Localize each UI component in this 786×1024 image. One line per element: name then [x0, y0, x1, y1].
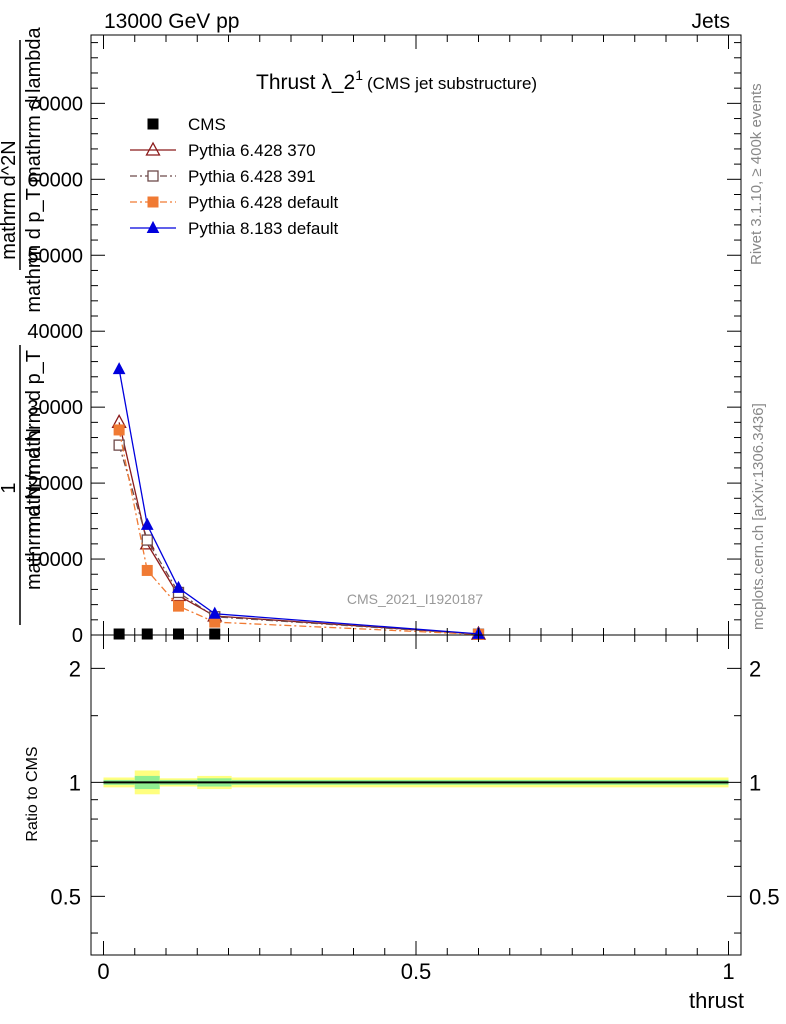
ratio-y-tick-label-right: 2 [749, 656, 761, 681]
data-point-cms [113, 628, 125, 640]
ratio-frame [90, 634, 742, 956]
y-label-denominator: mathrm d N /mathrm d p_T [23, 350, 45, 590]
data-point-p8def [112, 362, 126, 375]
data-point-p6def [173, 600, 184, 612]
x-tick-label: 1 [722, 959, 734, 984]
series-p8def [112, 362, 485, 639]
legend-label-p6def: Pythia 6.428 default [188, 193, 339, 212]
main-y-tick-label: 20000 [27, 473, 83, 495]
ratio-bands [103, 770, 729, 795]
legend-label-p370: Pythia 6.428 370 [188, 141, 316, 160]
legend-entry-p8def: Pythia 8.183 default [130, 219, 339, 238]
data-point-p8def [140, 517, 154, 530]
rivet-label: Rivet 3.1.10, ≥ 400k events [748, 83, 765, 265]
plot-title-main: Thrust λ_2 [256, 71, 355, 94]
main-y-tick-label: 60000 [27, 169, 83, 191]
main-y-tick-label: 70000 [27, 93, 83, 115]
ratio-y-tick-label-left: 1 [69, 770, 81, 795]
legend: CMS Pythia 6.428 370 Pythia 6.428 391 Pythi… [130, 115, 339, 238]
main-y-tick-label: 50000 [27, 245, 83, 267]
data-point-p391 [113, 439, 125, 451]
x-axis-label: thrust [689, 988, 744, 1013]
data-point-p8def [208, 606, 222, 619]
y-label-right-bottom: mathrm d p_T mathrm d lambda [23, 26, 45, 312]
y-label-one: 1 [0, 482, 20, 493]
main-y-axis-label: 1 mathrm d N mathrm d N /mathrm d p_T ma… [0, 26, 45, 625]
data-point-cms [209, 628, 221, 640]
series-p391 [113, 439, 485, 640]
x-tick-label: 0.5 [401, 959, 432, 984]
ratio-y-tick-label-right: 1 [749, 770, 761, 795]
main-y-tick-label: 10000 [27, 549, 83, 571]
legend-label-p391: Pythia 6.428 391 [188, 167, 316, 186]
legend-entry-p370: Pythia 6.428 370 [130, 141, 316, 160]
y-label-right-top: mathrm d^2N [0, 140, 20, 259]
plot-title: Thrust λ_21 (CMS jet substructure) [256, 67, 537, 94]
data-point-cms [141, 628, 153, 640]
plot-title-sup: 1 [355, 67, 363, 83]
legend-entry-cms: CMS [147, 115, 226, 134]
x-tick-label: 0 [97, 959, 109, 984]
ratio-axes: 0.5 0.5 1 1 2 2 0 0.5 1 [50, 634, 780, 984]
main-y-tick-label: 40000 [27, 321, 83, 343]
category-label: Jets [691, 10, 730, 33]
legend-entry-p391: Pythia 6.428 391 [130, 167, 316, 186]
ratio-y-tick-label-left: 2 [69, 656, 81, 681]
data-point-p8def [172, 580, 185, 593]
legend-marker-p391 [147, 170, 159, 182]
ratio-y-tick-label-left: 0.5 [50, 884, 81, 909]
main-axes: 0 10000 20000 30000 40000 50000 60000 70000 [27, 34, 742, 647]
legend-marker-cms [147, 118, 159, 130]
series-p6def [113, 424, 484, 640]
plot-title-sub: (CMS jet substructure) [367, 74, 537, 93]
legend-label-p8def: Pythia 8.183 default [188, 219, 339, 238]
legend-marker-p370 [145, 141, 161, 156]
legend-label-cms: CMS [188, 115, 226, 134]
data-point-p391 [141, 534, 153, 546]
legend-marker-p6def [147, 196, 159, 208]
y-label-numerator: mathrm d N [23, 428, 45, 532]
data-point-cms [173, 628, 184, 640]
mcplots-label: mcplots.cern.ch [arXiv:1306.3436] [750, 403, 767, 630]
legend-entry-p6def: Pythia 6.428 default [130, 193, 339, 212]
main-y-tick-label: 0 [72, 625, 83, 647]
ratio-y-label: Ratio to CMS [24, 746, 41, 841]
analysis-watermark: CMS_2021_I1920187 [347, 591, 483, 607]
energy-label: 13000 GeV pp [104, 10, 239, 33]
main-series-layer [111, 362, 487, 640]
data-point-p6def [141, 564, 153, 576]
main-y-tick-label: 30000 [27, 397, 83, 419]
ratio-y-tick-label-right: 0.5 [749, 884, 780, 909]
legend-marker-p8def [146, 220, 160, 233]
series-cms [113, 628, 221, 640]
data-point-p6def [113, 424, 125, 436]
